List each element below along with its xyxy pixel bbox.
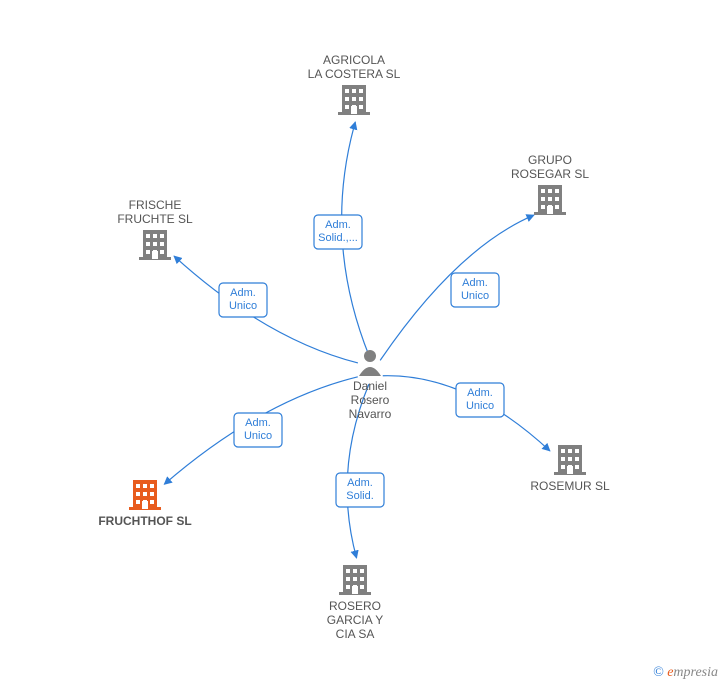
node-rosemur[interactable]: ROSEMUR SL — [530, 445, 610, 493]
node-fruchthof[interactable]: FRUCHTHOF SL — [98, 480, 191, 528]
node-label: ROSEMUR SL — [530, 479, 610, 493]
edge-badge-fruchthof: Adm.Unico — [234, 413, 282, 447]
node-label: ROSERO — [329, 599, 381, 613]
center-label: Daniel — [353, 379, 387, 393]
node-grupo[interactable]: GRUPOROSEGAR SL — [511, 153, 589, 215]
edge-badge-text: Unico — [244, 430, 272, 442]
center-label: Rosero — [351, 393, 390, 407]
edge-badge-text: Solid.,... — [318, 232, 358, 244]
edge-badge-grupo: Adm.Unico — [451, 273, 499, 307]
edge-badge-text: Adm. — [347, 477, 373, 489]
building-icon — [339, 565, 371, 595]
building-icon — [129, 480, 161, 510]
node-label: CIA SA — [336, 627, 375, 641]
edge-badge-agricola: Adm.Solid.,... — [314, 215, 362, 249]
building-icon — [139, 230, 171, 260]
center-label: Navarro — [349, 407, 392, 421]
edge-badge-rosemur: Adm.Unico — [456, 383, 504, 417]
node-label: AGRICOLA — [323, 53, 385, 67]
edge-badge-text: Adm. — [462, 277, 488, 289]
building-icon — [554, 445, 586, 475]
edge-badge-text: Adm. — [325, 219, 351, 231]
edge-badge-text: Unico — [466, 400, 494, 412]
node-rosero[interactable]: ROSEROGARCIA YCIA SA — [327, 565, 383, 641]
edge-badge-text: Solid. — [346, 490, 374, 502]
nodes-layer: AGRICOLALA COSTERA SLGRUPOROSEGAR SLROSE… — [98, 53, 610, 641]
node-label: ROSEGAR SL — [511, 167, 589, 181]
watermark: © empresia — [653, 665, 718, 680]
node-label: GARCIA Y — [327, 613, 383, 627]
node-label: LA COSTERA SL — [308, 67, 401, 81]
edge-badge-rosero: Adm.Solid. — [336, 473, 384, 507]
person-icon — [359, 350, 381, 376]
edge-badge-text: Unico — [461, 290, 489, 302]
edge-badge-text: Adm. — [230, 287, 256, 299]
node-frische[interactable]: FRISCHEFRUCHTE SL — [117, 198, 193, 260]
edge-badge-text: Unico — [229, 300, 257, 312]
edge-badges-layer: Adm.Solid.,...Adm.UnicoAdm.UnicoAdm.Soli… — [219, 215, 504, 507]
building-icon — [338, 85, 370, 115]
watermark-copyright: © — [653, 665, 664, 680]
building-icon — [534, 185, 566, 215]
node-label: GRUPO — [528, 153, 572, 167]
edge-badge-frische: Adm.Unico — [219, 283, 267, 317]
edge-badge-text: Adm. — [245, 417, 271, 429]
watermark-rest: mpresia — [673, 665, 718, 680]
node-label: FRUCHTE SL — [117, 212, 193, 226]
node-label: FRISCHE — [129, 198, 182, 212]
edge-badge-text: Adm. — [467, 387, 493, 399]
center-node[interactable]: DanielRoseroNavarro — [349, 350, 392, 421]
node-agricola[interactable]: AGRICOLALA COSTERA SL — [308, 53, 401, 115]
node-label: FRUCHTHOF SL — [98, 514, 191, 528]
